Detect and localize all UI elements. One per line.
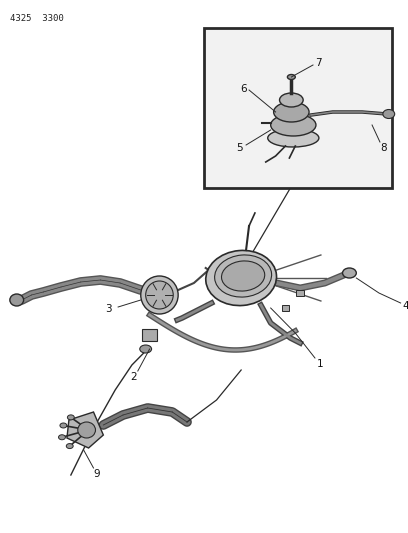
Ellipse shape [343, 268, 356, 278]
Ellipse shape [222, 261, 265, 291]
Text: 7: 7 [316, 58, 322, 68]
Ellipse shape [215, 255, 272, 297]
Text: 6: 6 [240, 84, 246, 94]
Ellipse shape [78, 422, 95, 438]
Bar [142, 329, 157, 341]
Ellipse shape [140, 345, 152, 353]
Ellipse shape [271, 114, 316, 136]
Text: 4: 4 [402, 301, 408, 311]
Text: 8: 8 [381, 143, 387, 153]
Ellipse shape [60, 423, 67, 428]
Text: 2: 2 [131, 372, 137, 382]
Text: 4325  3300: 4325 3300 [10, 14, 64, 23]
Text: 5: 5 [236, 143, 242, 153]
Bar [282, 305, 289, 311]
Ellipse shape [66, 443, 73, 449]
Polygon shape [67, 412, 103, 448]
Bar [296, 290, 304, 296]
Ellipse shape [67, 415, 74, 420]
Ellipse shape [268, 129, 319, 147]
Ellipse shape [274, 102, 309, 122]
Ellipse shape [206, 251, 277, 305]
Ellipse shape [279, 93, 303, 107]
Ellipse shape [10, 294, 24, 306]
Ellipse shape [287, 75, 295, 79]
Ellipse shape [146, 281, 173, 309]
Text: 1: 1 [317, 359, 323, 369]
Ellipse shape [141, 276, 178, 314]
Text: 9: 9 [93, 469, 100, 479]
Ellipse shape [58, 435, 65, 440]
Ellipse shape [383, 109, 395, 118]
Bar [204, 28, 392, 188]
Text: 3: 3 [105, 304, 111, 314]
